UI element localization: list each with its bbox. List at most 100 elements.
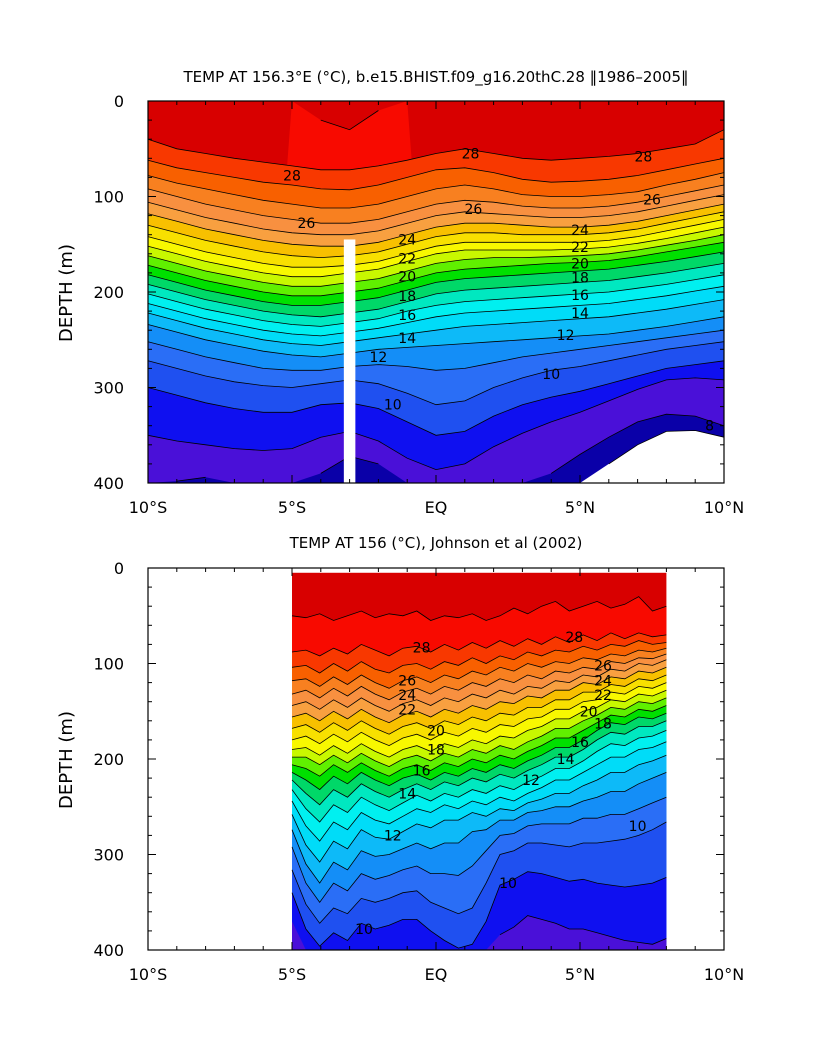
x-tick-label: 5°S — [278, 965, 306, 984]
contour-label: 10 — [384, 398, 402, 414]
panel1-y-axis-label: DEPTH (m) — [56, 244, 77, 342]
contour-label: 18 — [594, 717, 612, 733]
contour-label: 26 — [643, 192, 661, 208]
contour-label: 10 — [542, 367, 560, 383]
panel2-contour-labels: 2828262624242222202018181616141412121010… — [355, 630, 646, 938]
isotherm-8 — [499, 915, 667, 945]
y-tick-label: 100 — [93, 655, 124, 674]
contour-label: 8 — [705, 419, 714, 435]
contour-label: 16 — [398, 308, 416, 324]
isotherm-17 — [291, 712, 667, 791]
isotherm-29 — [291, 596, 667, 621]
contour-label: 18 — [398, 289, 416, 305]
isotherm-15 — [291, 730, 667, 823]
y-tick-label: 200 — [93, 750, 124, 769]
contour-label: 22 — [398, 702, 416, 718]
isotherm-29 — [320, 110, 379, 131]
x-tick-label: 5°S — [278, 498, 306, 517]
contour-label: 28 — [634, 149, 652, 165]
isotherm-7 — [550, 413, 725, 474]
isotherm-13 — [291, 754, 667, 863]
model-temperature-section: TEMP AT 156.3°E (°C), b.e15.BHIST.f09_g1… — [56, 68, 744, 517]
missing-data-column — [343, 239, 356, 483]
contour-label: 26 — [594, 658, 612, 674]
isotherm-16 — [147, 263, 725, 318]
contour-label: 28 — [283, 168, 301, 184]
panel2-title: TEMP AT 156 (°C), Johnson et al (2002) — [289, 534, 583, 552]
y-tick-label: 300 — [93, 379, 124, 398]
contour-label: 16 — [571, 735, 589, 751]
contour-label: 14 — [557, 752, 575, 768]
contour-label: 18 — [427, 742, 445, 758]
y-tick-label: 100 — [93, 188, 124, 207]
x-tick-label: EQ — [425, 498, 448, 517]
contour-label: 10 — [499, 876, 517, 892]
band-6 — [148, 414, 724, 483]
isotherm-28 — [147, 129, 725, 171]
band-7 — [292, 915, 667, 950]
contour-label: 22 — [571, 240, 589, 256]
contour-label: 12 — [384, 828, 402, 844]
panel2-axes: 10°S 5°S EQ 5°N 10°N 0 100 200 300 400 — [93, 559, 744, 984]
isotherm-15 — [147, 274, 725, 327]
panel1-title: TEMP AT 156.3°E (°C), b.e15.BHIST.f09_g1… — [182, 68, 688, 87]
contour-label: 14 — [398, 786, 416, 802]
contour-label: 28 — [413, 640, 431, 656]
contour-label: 10 — [629, 819, 647, 835]
isotherm-21 — [147, 219, 725, 268]
isotherm-26 — [147, 172, 725, 209]
contour-label: 24 — [398, 232, 416, 248]
isotherm-19 — [292, 697, 667, 768]
panel2-y-axis-label: DEPTH (m) — [56, 711, 77, 809]
x-tick-label: 5°N — [565, 498, 595, 517]
isotherm-24 — [291, 659, 667, 712]
isotherm-25 — [291, 653, 667, 701]
isotherm-18 — [291, 705, 667, 777]
contour-label: 16 — [413, 763, 431, 779]
isotherm-9 — [147, 360, 725, 436]
contour-label: 24 — [571, 223, 589, 239]
contour-label: 14 — [398, 331, 416, 347]
y-tick-label: 200 — [93, 283, 124, 302]
isotherm-14 — [291, 741, 667, 842]
isotherm-18 — [147, 241, 725, 297]
isotherm-25 — [147, 184, 725, 224]
isotherm-13 — [147, 299, 725, 346]
y-tick-label: 400 — [93, 474, 124, 493]
isotherm-10 — [147, 341, 725, 406]
panel1-axes: 10°S 5°S EQ 5°N 10°N 0 100 200 300 400 — [93, 92, 744, 517]
contour-label: 26 — [465, 202, 483, 218]
isotherm-14 — [147, 285, 725, 337]
isotherm-12 — [147, 316, 725, 358]
isotherm-22 — [291, 674, 667, 735]
contour-label: 22 — [594, 688, 612, 704]
contour-label: 20 — [580, 704, 598, 720]
x-tick-label: 10°N — [704, 498, 744, 517]
isotherm-6 — [608, 430, 725, 465]
isotherm-17 — [147, 251, 725, 306]
isotherm-9 — [291, 871, 667, 949]
y-tick-label: 0 — [114, 92, 124, 111]
isotherm-8 — [147, 377, 725, 471]
contour-label: 24 — [398, 688, 416, 704]
contour-label: 18 — [571, 271, 589, 287]
x-tick-label: 5°N — [565, 965, 595, 984]
y-tick-label: 0 — [114, 559, 124, 578]
contour-label: 24 — [594, 674, 612, 690]
isotherm-24 — [147, 194, 725, 236]
isotherm-21 — [291, 682, 667, 747]
x-tick-label: 10°S — [129, 965, 168, 984]
contour-label: 12 — [522, 773, 540, 789]
isotherm-27 — [291, 640, 667, 674]
band-5 — [148, 430, 724, 483]
isotherm-23 — [147, 203, 725, 247]
observed-temperature-section: TEMP AT 156 (°C), Johnson et al (2002) 2… — [56, 534, 744, 984]
x-tick-label: EQ — [425, 965, 448, 984]
contour-label: 16 — [571, 288, 589, 304]
isotherm-19 — [147, 234, 725, 287]
x-tick-label: 10°N — [704, 965, 744, 984]
panel2-isotherm-lines — [291, 596, 667, 949]
y-tick-label: 400 — [93, 941, 124, 960]
